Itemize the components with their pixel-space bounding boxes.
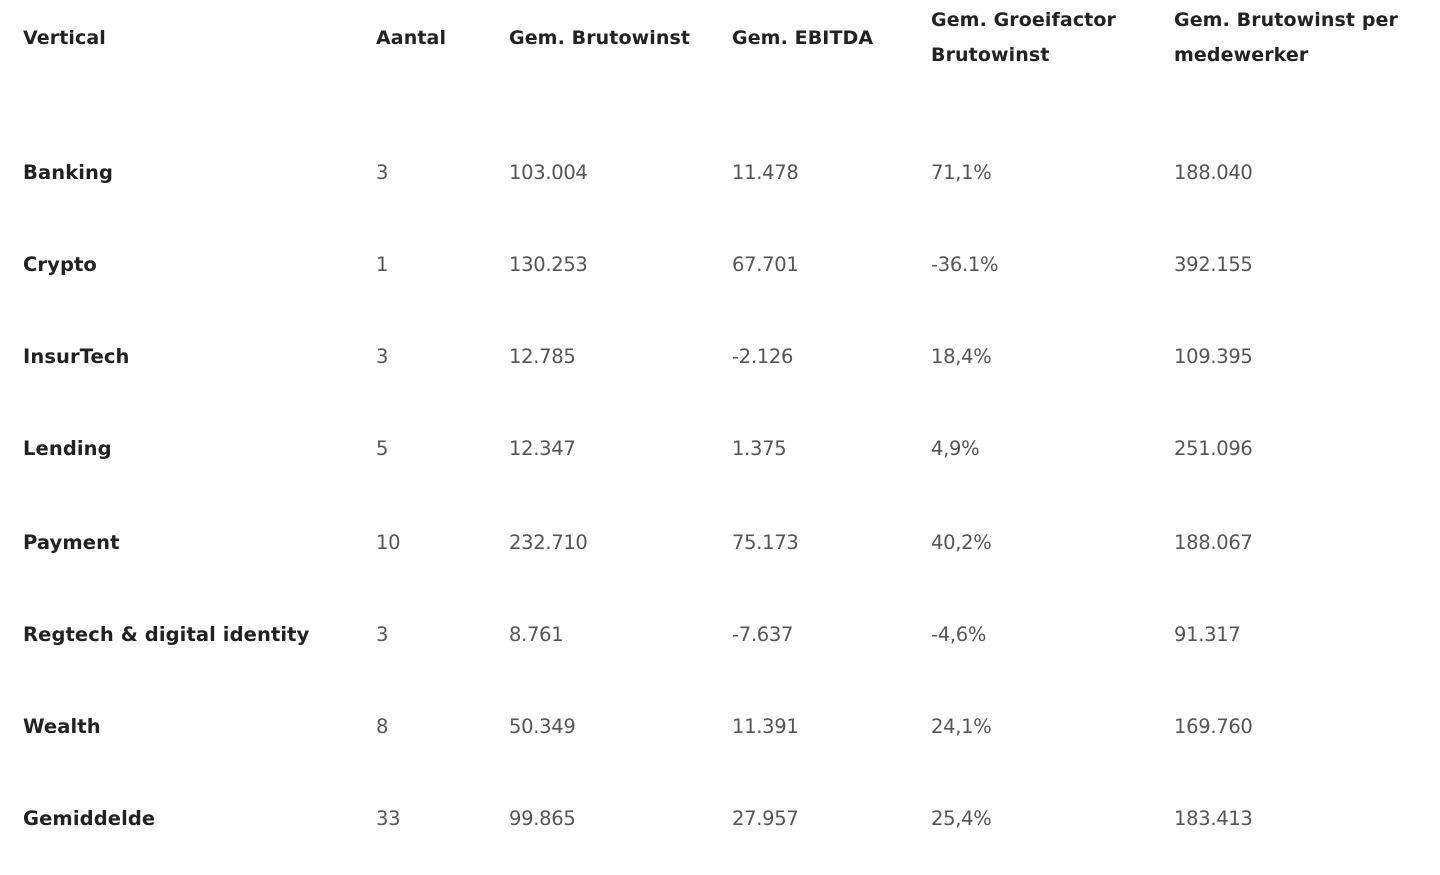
cell-brutowinst-per-medewerker: 392.155	[1174, 253, 1253, 276]
cell-brutowinst: 99.865	[509, 807, 576, 830]
cell-aantal: 10	[376, 531, 401, 554]
header-line: Brutowinst	[931, 44, 1050, 66]
header-vertical: Vertical	[23, 27, 106, 49]
cell-groeifactor: 71,1%	[931, 161, 992, 184]
cell-brutowinst-per-medewerker: 188.067	[1174, 531, 1253, 554]
cell-brutowinst-per-medewerker: 188.040	[1174, 161, 1253, 184]
cell-brutowinst-per-medewerker: 109.395	[1174, 345, 1253, 368]
cell-ebitda: 11.391	[732, 715, 799, 738]
table-row: Payment 10 232.710 75.173 40,2% 188.067	[0, 523, 1440, 563]
header-line: Gem. Brutowinst per	[1174, 9, 1398, 31]
header-gem-ebitda: Gem. EBITDA	[732, 27, 874, 49]
cell-groeifactor: 18,4%	[931, 345, 992, 368]
table-row: Gemiddelde 33 99.865 27.957 25,4% 183.41…	[0, 799, 1440, 839]
table-row: Crypto 1 130.253 67.701 -36.1% 392.155	[0, 245, 1440, 285]
cell-brutowinst: 50.349	[509, 715, 576, 738]
cell-vertical: Banking	[23, 161, 114, 184]
cell-brutowinst-per-medewerker: 183.413	[1174, 807, 1253, 830]
cell-aantal: 3	[376, 623, 389, 646]
table-header: Vertical Aantal Gem. Brutowinst Gem. EBI…	[0, 0, 1440, 90]
table-row: Lending 5 12.347 1.375 4,9% 251.096	[0, 429, 1440, 469]
cell-brutowinst: 8.761	[509, 623, 564, 646]
cell-vertical: Regtech & digital identity	[23, 623, 310, 646]
cell-ebitda: -7.637	[732, 623, 794, 646]
cell-vertical: InsurTech	[23, 345, 130, 368]
cell-brutowinst: 12.347	[509, 437, 576, 460]
cell-groeifactor: 40,2%	[931, 531, 992, 554]
cell-aantal: 8	[376, 715, 389, 738]
cell-vertical: Payment	[23, 531, 120, 554]
cell-ebitda: -2.126	[732, 345, 794, 368]
cell-ebitda: 27.957	[732, 807, 799, 830]
table-row: Regtech & digital identity 3 8.761 -7.63…	[0, 615, 1440, 655]
cell-vertical: Wealth	[23, 715, 101, 738]
cell-vertical: Crypto	[23, 253, 97, 276]
cell-groeifactor: -4,6%	[931, 623, 987, 646]
header-line: medewerker	[1174, 44, 1309, 66]
cell-aantal: 1	[376, 253, 389, 276]
cell-ebitda: 1.375	[732, 437, 787, 460]
header-gem-groeifactor-brutowinst: Gem. Groeifactor Brutowinst	[931, 3, 1116, 73]
header-line: Gem. Groeifactor	[931, 9, 1116, 31]
header-aantal: Aantal	[376, 27, 447, 49]
cell-vertical: Lending	[23, 437, 112, 460]
cell-ebitda: 75.173	[732, 531, 799, 554]
cell-brutowinst-per-medewerker: 91.317	[1174, 623, 1241, 646]
cell-groeifactor: 24,1%	[931, 715, 992, 738]
cell-groeifactor: 25,4%	[931, 807, 992, 830]
header-gem-brutowinst: Gem. Brutowinst	[509, 27, 691, 49]
cell-ebitda: 67.701	[732, 253, 799, 276]
cell-vertical: Gemiddelde	[23, 807, 156, 830]
table-row: Wealth 8 50.349 11.391 24,1% 169.760	[0, 707, 1440, 747]
cell-aantal: 3	[376, 345, 389, 368]
table-row: Banking 3 103.004 11.478 71,1% 188.040	[0, 153, 1440, 193]
cell-brutowinst: 130.253	[509, 253, 588, 276]
cell-groeifactor: 4,9%	[931, 437, 980, 460]
table-row: InsurTech 3 12.785 -2.126 18,4% 109.395	[0, 337, 1440, 377]
cell-brutowinst: 103.004	[509, 161, 588, 184]
cell-aantal: 33	[376, 807, 401, 830]
cell-brutowinst-per-medewerker: 169.760	[1174, 715, 1253, 738]
cell-groeifactor: -36.1%	[931, 253, 999, 276]
cell-ebitda: 11.478	[732, 161, 799, 184]
cell-aantal: 3	[376, 161, 389, 184]
cell-brutowinst: 12.785	[509, 345, 576, 368]
cell-aantal: 5	[376, 437, 389, 460]
header-gem-brutowinst-per-medewerker: Gem. Brutowinst per medewerker	[1174, 3, 1398, 73]
cell-brutowinst-per-medewerker: 251.096	[1174, 437, 1253, 460]
cell-brutowinst: 232.710	[509, 531, 588, 554]
